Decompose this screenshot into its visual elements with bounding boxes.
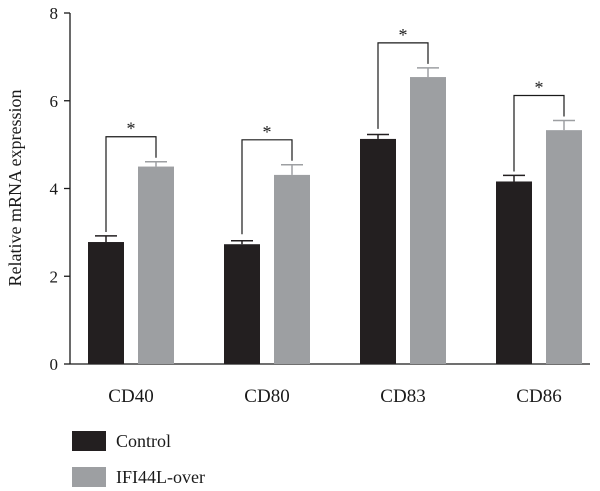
bar — [224, 244, 260, 364]
bar — [274, 174, 310, 364]
y-tick-label: 4 — [50, 180, 59, 199]
legend-label: Control — [116, 431, 171, 451]
significance-star: * — [263, 122, 272, 142]
significance-bracket — [105, 136, 157, 233]
significance-star: * — [535, 77, 544, 97]
legend-label: IFI44L-over — [116, 467, 205, 487]
y-tick-label: 6 — [50, 92, 59, 111]
legend-swatch — [72, 467, 106, 487]
bar — [546, 130, 582, 364]
legend: Control IFI44L-over — [72, 431, 205, 487]
significance-bracket — [241, 139, 293, 235]
significance-bracket — [377, 42, 429, 129]
bar — [410, 77, 446, 365]
bar — [88, 242, 124, 364]
y-tick-label: 2 — [50, 267, 59, 286]
x-tick-label: CD40 — [108, 386, 153, 407]
plot-area: 0 2 4 6 8 * CD40 * CD80 * CD83 * CD86 — [50, 4, 590, 407]
significance-star: * — [399, 25, 408, 45]
y-tick-label: 8 — [50, 4, 59, 23]
bar — [360, 138, 396, 364]
x-tick-label: CD83 — [380, 386, 425, 407]
y-axis-label: Relative mRNA expression — [5, 90, 25, 287]
significance-star: * — [127, 119, 136, 139]
x-tick-label: CD86 — [516, 386, 561, 407]
legend-swatch — [72, 431, 106, 451]
y-tick-label: 0 — [50, 355, 59, 374]
significance-bracket — [513, 94, 565, 172]
bar — [496, 181, 532, 364]
x-tick-label: CD80 — [244, 386, 289, 407]
bar — [138, 166, 174, 364]
